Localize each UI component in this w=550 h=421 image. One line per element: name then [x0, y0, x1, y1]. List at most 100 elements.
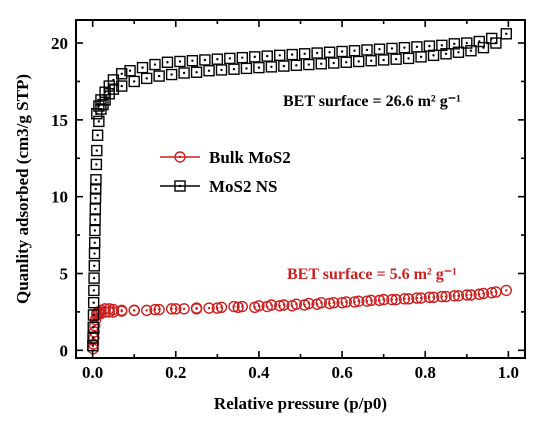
data-point [500, 284, 512, 297]
data-point [427, 49, 440, 62]
data-point [411, 41, 423, 53]
data-point [500, 28, 512, 40]
data-point [353, 55, 365, 68]
x-tick-label: 0.4 [248, 363, 270, 382]
data-point [253, 61, 265, 74]
data-point [215, 64, 228, 76]
data-point [240, 62, 253, 75]
data-point [186, 55, 199, 67]
data-point [473, 288, 485, 300]
data-point [165, 68, 178, 81]
data-point [402, 52, 415, 65]
data-point [211, 302, 224, 314]
data-point [298, 48, 311, 60]
legend-marker [174, 151, 186, 163]
data-point [87, 340, 99, 352]
data-point [89, 237, 101, 249]
data-point [286, 300, 298, 312]
data-point [140, 72, 153, 85]
x-tick-label: 1.0 [498, 363, 519, 382]
data-point [298, 299, 311, 311]
data-point [249, 51, 261, 63]
data-point [423, 291, 436, 304]
data-point [336, 45, 348, 58]
data-point [89, 203, 102, 215]
data-point [161, 56, 174, 68]
data-point [87, 296, 100, 309]
data-point [136, 61, 149, 74]
y-tick-label: 5 [60, 265, 69, 284]
data-point [88, 260, 100, 272]
data-point [88, 247, 101, 260]
data-point [190, 303, 203, 315]
data-point [411, 292, 423, 304]
data-point [278, 60, 290, 72]
y-tick-label: 10 [51, 188, 68, 207]
data-point [486, 32, 498, 45]
bet-surface-ns-annotation: BET surface = 26.6 m² g⁻¹ [283, 93, 461, 110]
data-point [89, 214, 101, 226]
data-point [348, 296, 361, 308]
data-point [170, 303, 182, 315]
data-point [311, 298, 323, 310]
data-point [87, 332, 99, 344]
data-point [265, 61, 278, 73]
y-tick-label: 15 [51, 111, 68, 130]
data-point [386, 293, 398, 306]
data-point [87, 321, 99, 333]
data-point [91, 129, 104, 141]
data-point [311, 47, 323, 59]
data-point [87, 309, 100, 321]
data-point [436, 290, 448, 303]
x-axis-title: Relative pressure (p/p0) [214, 394, 387, 413]
data-point [249, 301, 261, 313]
data-point [373, 294, 386, 307]
data-point [361, 44, 373, 56]
data-point [323, 46, 336, 58]
data-point [461, 37, 473, 49]
data-point [323, 297, 336, 310]
data-point [261, 50, 273, 62]
data-point [286, 48, 298, 61]
data-point [477, 41, 490, 54]
data-point [348, 45, 361, 57]
data-point [116, 80, 128, 92]
data-point [336, 296, 348, 309]
data-point [149, 58, 161, 71]
data-point [361, 295, 373, 307]
data-point [88, 272, 100, 284]
series-0 [87, 284, 512, 355]
data-point [124, 64, 136, 77]
data-point [199, 54, 211, 66]
data-point [465, 45, 477, 57]
data-point [328, 57, 340, 69]
data-point [261, 300, 273, 313]
data-point [486, 287, 498, 299]
data-point [91, 108, 103, 120]
data-point [452, 46, 465, 58]
data-point [436, 39, 448, 52]
data-point [274, 49, 286, 62]
data-point [303, 58, 315, 71]
plot-area [87, 28, 512, 355]
data-point [290, 59, 303, 72]
series-1 [87, 28, 512, 352]
data-point [365, 55, 377, 67]
data-point [448, 290, 461, 302]
legend-label: Bulk MoS2 [209, 148, 291, 167]
data-point [274, 300, 286, 312]
data-point [315, 58, 327, 70]
data-point [203, 302, 215, 314]
data-point [340, 56, 352, 68]
legend-label: MoS2 NS [209, 177, 277, 196]
data-point [236, 51, 248, 64]
bet-surface-bulk-annotation: BET surface = 5.6 m² g⁻¹ [287, 266, 457, 283]
data-point [178, 67, 190, 79]
data-point [178, 303, 190, 315]
data-point [90, 158, 103, 171]
data-point [211, 53, 224, 65]
data-point [232, 301, 244, 313]
legend-marker [174, 180, 186, 192]
data-point [473, 35, 485, 48]
data-point [116, 304, 128, 317]
